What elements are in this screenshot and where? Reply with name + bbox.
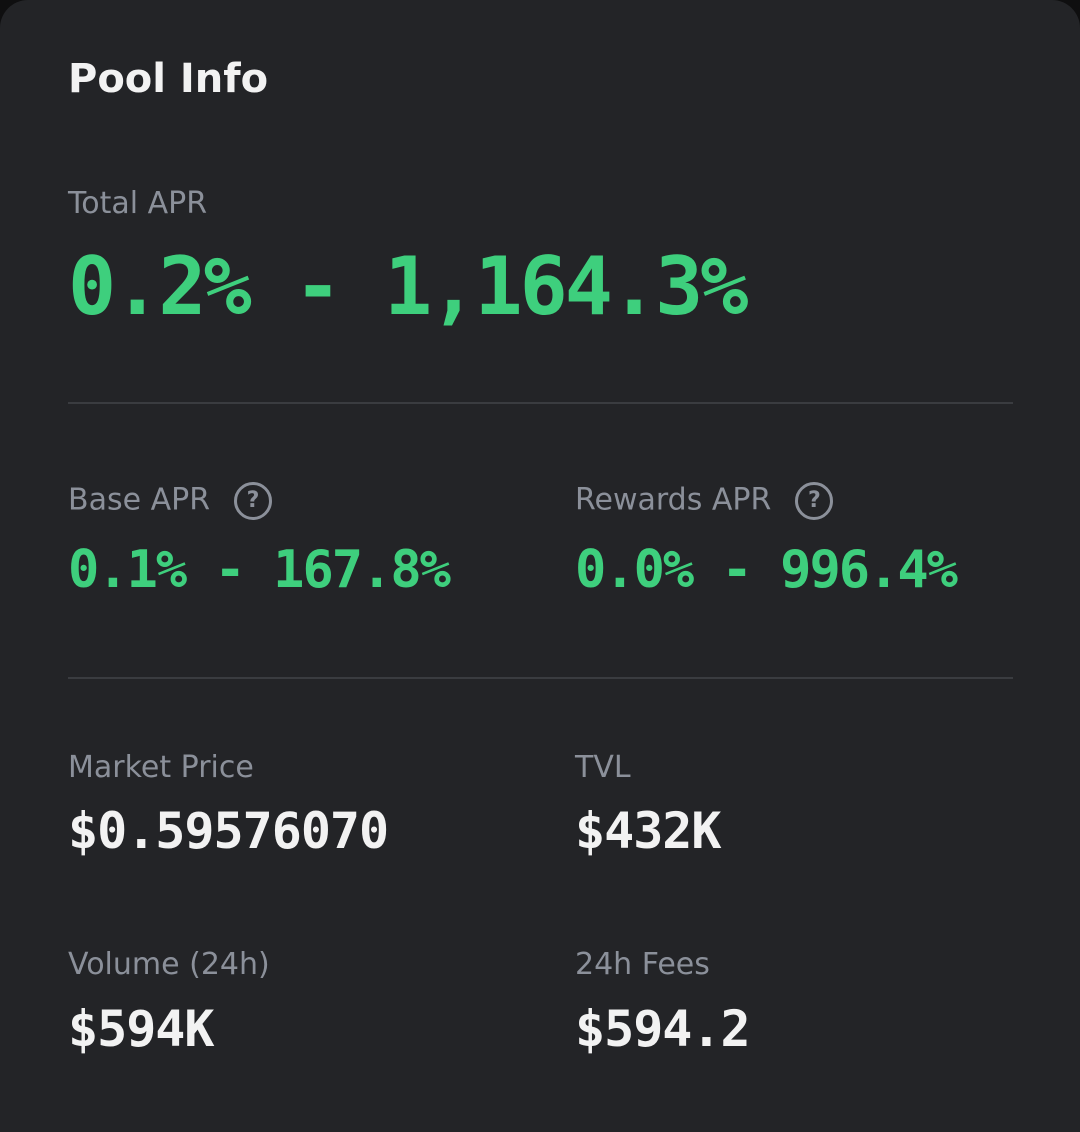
- value: 0.1% - 167.8%: [68, 540, 451, 600]
- label: Volume (24h): [68, 947, 270, 982]
- title: Pool Info: [68, 56, 269, 102]
- label-text: Rewards APR: [575, 482, 772, 518]
- help-icon[interactable]: ?: [234, 482, 273, 520]
- divider: [68, 677, 1013, 679]
- label-text: Base APR: [68, 482, 211, 518]
- label: TVL: [575, 750, 631, 785]
- label: Base APR?: [68, 482, 273, 520]
- total-apr: 0.2% - 1,164.3%: [68, 240, 748, 333]
- label: Market Price: [68, 750, 254, 785]
- value: $0.59576070: [68, 802, 389, 860]
- value: $432K: [575, 802, 722, 860]
- divider: [68, 402, 1013, 404]
- value: 0.0% - 996.4%: [575, 540, 958, 600]
- label: Total APR: [68, 186, 208, 221]
- label: Rewards APR?: [575, 482, 834, 520]
- value: $594K: [68, 1000, 215, 1058]
- label: 24h Fees: [575, 947, 710, 982]
- help-icon[interactable]: ?: [795, 482, 834, 520]
- value: $594.2: [575, 1000, 751, 1058]
